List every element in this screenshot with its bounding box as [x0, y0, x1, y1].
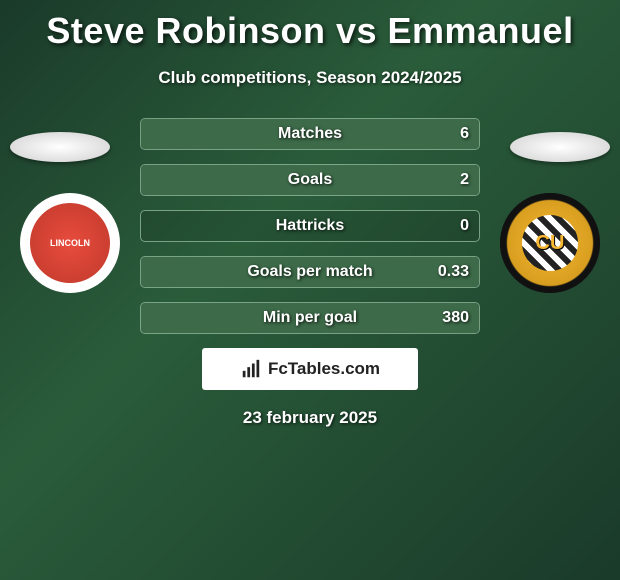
stat-row: Goals2: [140, 164, 480, 196]
page-title: Steve Robinson vs Emmanuel: [0, 0, 620, 52]
date-label: 23 february 2025: [0, 408, 620, 428]
left-ellipse-shadow: [10, 132, 110, 162]
branding-text: FcTables.com: [268, 359, 380, 379]
left-team-logo: LINCOLN: [20, 193, 120, 293]
stat-label: Goals per match: [141, 257, 479, 287]
stat-row: Hattricks0: [140, 210, 480, 242]
comparison-panel: LINCOLN CU Matches6 Goals2 Hattricks0 Goals…: [0, 118, 620, 428]
stat-label: Min per goal: [141, 303, 479, 333]
stat-label: Goals: [141, 165, 479, 195]
right-ellipse-shadow: [510, 132, 610, 162]
stat-row: Matches6: [140, 118, 480, 150]
stat-bars: Matches6Goals2Hattricks0Goals per match0…: [140, 118, 480, 334]
right-team-logo: CU: [500, 193, 600, 293]
subtitle: Club competitions, Season 2024/2025: [0, 68, 620, 88]
stat-value: 0.33: [438, 257, 469, 287]
stat-value: 380: [442, 303, 469, 333]
stat-value: 2: [460, 165, 469, 195]
stat-row: Goals per match0.33: [140, 256, 480, 288]
chart-icon: [240, 358, 262, 380]
left-team-logo-inner: LINCOLN: [30, 203, 110, 283]
stat-label: Hattricks: [141, 211, 479, 241]
right-team-logo-text: CU: [522, 215, 578, 271]
branding-badge: FcTables.com: [202, 348, 418, 390]
stat-row: Min per goal380: [140, 302, 480, 334]
stat-value: 0: [460, 211, 469, 241]
stat-label: Matches: [141, 119, 479, 149]
stat-value: 6: [460, 119, 469, 149]
